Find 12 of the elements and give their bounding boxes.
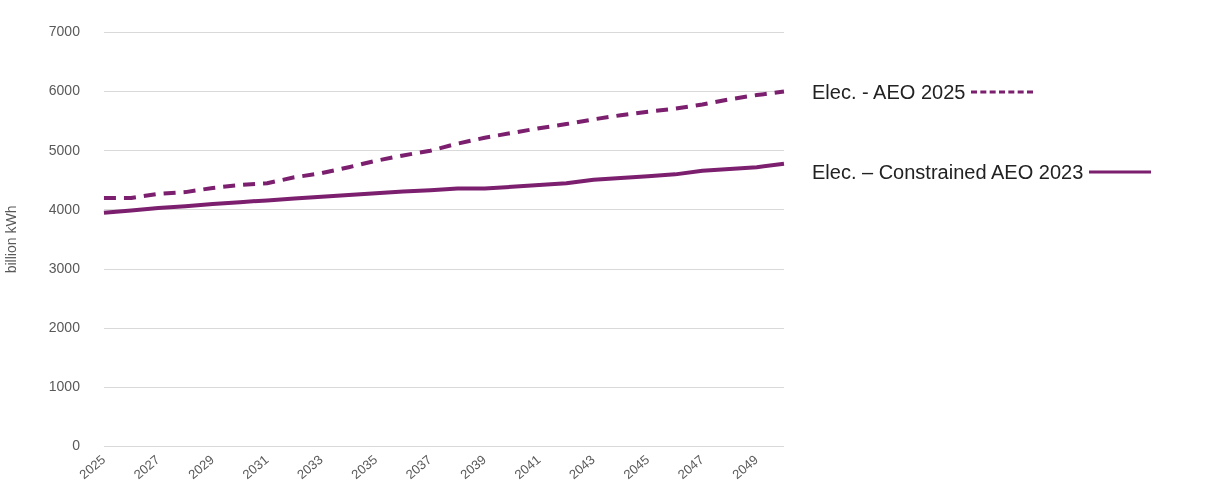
y-axis-title: billion kWh (3, 205, 20, 274)
y-tick-label: 7000 (48, 23, 81, 40)
legend-label: Elec. - AEO 2025 (811, 80, 966, 104)
y-tick-label: 1000 (48, 378, 81, 395)
legend-label: Elec. – Constrained AEO 2023 (811, 160, 1084, 184)
line-series (101, 89, 786, 201)
y-tick-label: 3000 (48, 259, 81, 276)
y-tick-label: 5000 (48, 141, 81, 158)
y-tick-label: 4000 (48, 200, 81, 217)
y-tick-label: 6000 (48, 82, 81, 99)
y-tick-label: 2000 (48, 319, 81, 336)
y-tick-label: 0 (72, 437, 81, 454)
